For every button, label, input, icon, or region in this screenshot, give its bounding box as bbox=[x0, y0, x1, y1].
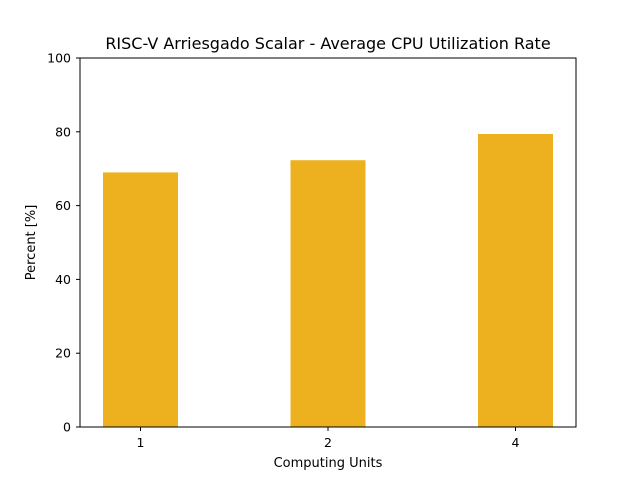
x-tick-label: 2 bbox=[324, 435, 332, 450]
x-tick-label: 4 bbox=[512, 435, 520, 450]
bar-4 bbox=[478, 134, 553, 427]
x-axis-label: Computing Units bbox=[274, 456, 383, 471]
bar-2 bbox=[290, 160, 366, 427]
bar-1 bbox=[103, 172, 178, 427]
bars-layer bbox=[103, 134, 553, 427]
y-tick-label: 40 bbox=[55, 272, 71, 287]
y-tick-label: 20 bbox=[55, 346, 71, 361]
y-axis: 0 20 40 60 80 100 bbox=[47, 51, 80, 435]
y-tick-label: 80 bbox=[55, 124, 71, 139]
y-axis-label: Percent [%] bbox=[24, 205, 39, 281]
y-tick-label: 0 bbox=[63, 420, 71, 435]
chart-title: RISC-V Arriesgado Scalar - Average CPU U… bbox=[105, 34, 550, 53]
y-tick-label: 60 bbox=[55, 198, 71, 213]
x-tick-label: 1 bbox=[137, 435, 145, 450]
x-axis: 1 2 4 bbox=[137, 427, 520, 450]
y-tick-label: 100 bbox=[47, 51, 71, 66]
